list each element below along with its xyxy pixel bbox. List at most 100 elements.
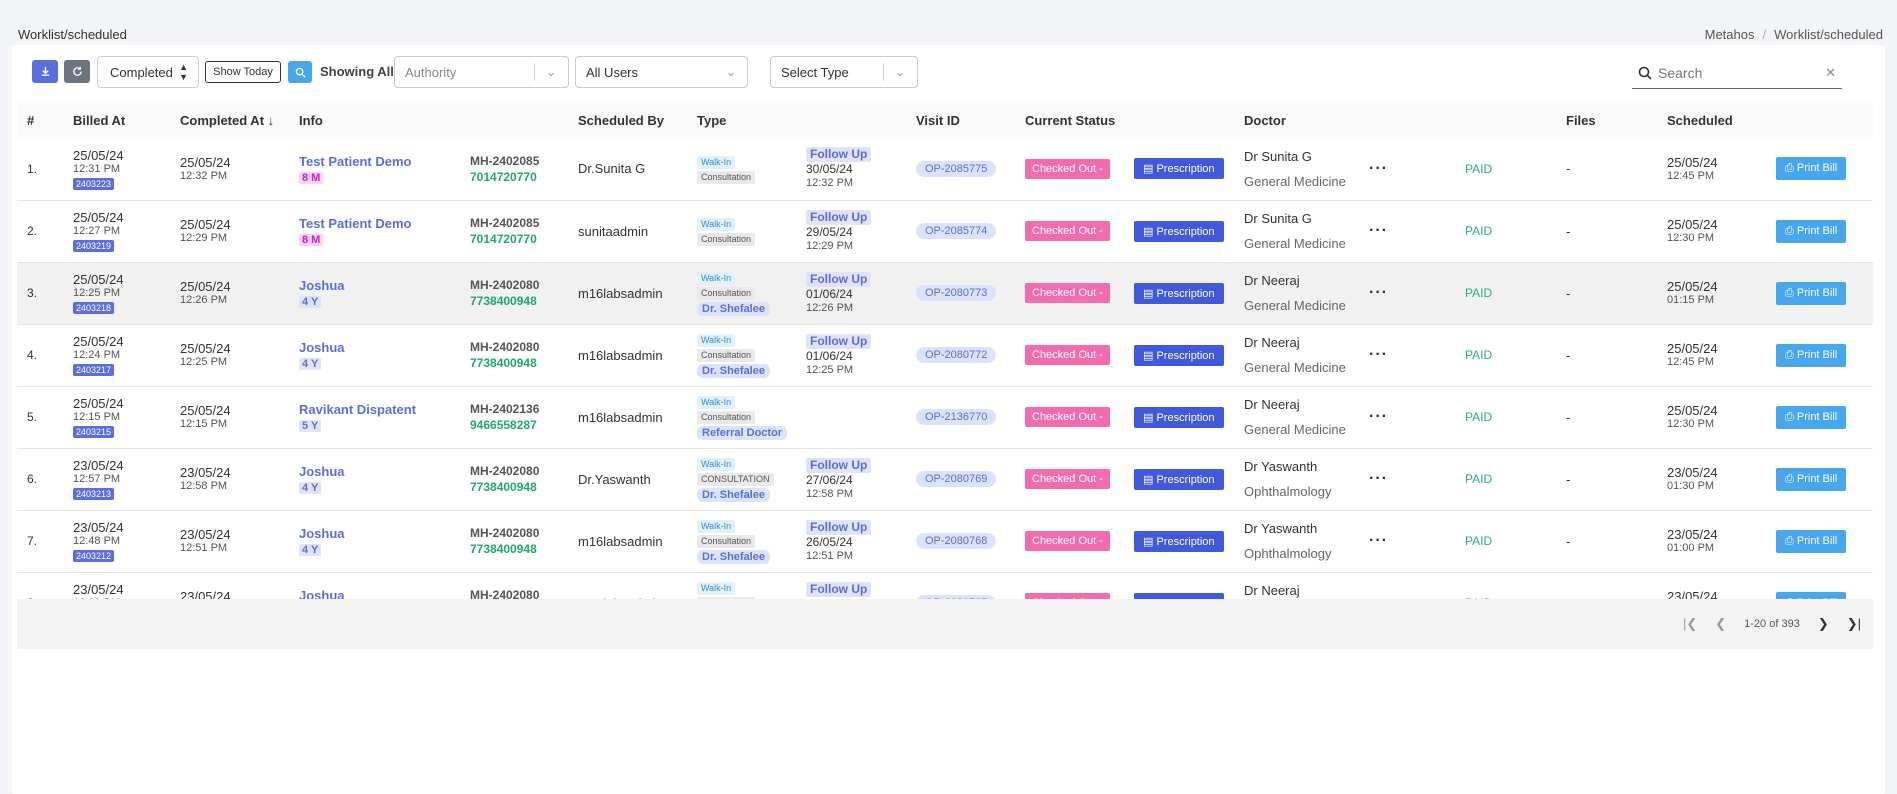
prescription-cell: ▤ Prescription (1124, 510, 1234, 572)
prescription-button[interactable]: ▤ Prescription (1134, 220, 1224, 242)
bill-id-badge[interactable]: 2403218 (73, 302, 115, 314)
files-value: - (1566, 409, 1571, 425)
checked-out-status-button[interactable]: Checked Out - (1025, 283, 1110, 303)
prescription-button[interactable]: ▤ Prescription (1134, 282, 1224, 304)
bill-id-badge[interactable]: 2403217 (73, 364, 115, 376)
bill-id-badge[interactable]: 2403219 (73, 240, 115, 252)
users-dropdown[interactable]: All Users ⌄ (575, 56, 748, 88)
table-row[interactable]: 5. 25/05/24 12:15 PM 2403215 25/05/24 12… (17, 386, 1873, 448)
print-bill-button[interactable]: ⎙ Print Bill (1776, 281, 1847, 305)
authority-dropdown[interactable]: Authority ⌄ (394, 56, 569, 88)
checked-out-status-button[interactable]: Checked Out - (1025, 407, 1110, 427)
patient-name-link[interactable]: Joshua (299, 464, 345, 479)
ellipsis-icon[interactable]: ··· (1369, 346, 1388, 363)
ellipsis-icon[interactable]: ··· (1369, 284, 1388, 301)
prescription-label: Prescription (1156, 349, 1215, 362)
patient-name-link[interactable]: Test Patient Demo (299, 153, 412, 169)
checked-out-status-button[interactable]: Checked Out - (1025, 531, 1110, 551)
table-row[interactable]: 4. 25/05/24 12:24 PM 2403217 25/05/24 12… (17, 324, 1873, 386)
files-value: - (1566, 223, 1571, 239)
ellipsis-icon[interactable]: ··· (1369, 532, 1388, 549)
doctor-cell: Dr Sunita G General Medicine (1234, 200, 1359, 262)
next-page-icon[interactable]: ❯ (1817, 616, 1829, 631)
print-bill-button[interactable]: ⎙ Print Bill (1776, 405, 1847, 429)
patient-name-link[interactable]: Ravikant Dispatent (299, 402, 417, 417)
visit-id-badge[interactable]: OP-2080768 (916, 533, 997, 549)
print-bill-label: Print Bill (1796, 410, 1838, 423)
type-dropdown[interactable]: Select Type ⌄ (770, 56, 918, 88)
checked-out-status-button[interactable]: Checked Out - (1025, 221, 1110, 241)
status-cell: Checked Out - (1015, 510, 1124, 572)
phone-number: 7738400948 (470, 542, 537, 556)
ellipsis-icon[interactable]: ··· (1369, 222, 1388, 239)
col-header-completed-at[interactable]: Completed At ↓ (170, 102, 289, 138)
search-button[interactable] (288, 61, 312, 83)
checked-out-status-button[interactable]: Checked Out - (1025, 158, 1110, 179)
table-row[interactable]: 2. 25/05/24 12:27 PM 2403219 25/05/24 12… (17, 200, 1873, 262)
print-bill-button[interactable]: ⎙ Print Bill (1776, 343, 1847, 367)
bill-id-badge[interactable]: 2403213 (73, 488, 115, 500)
status-select[interactable]: Completed ▲ ▼ (97, 56, 199, 88)
walk-in-tag: Walk-In (697, 396, 736, 409)
chevron-down-icon: ⌄ (546, 65, 557, 79)
patient-name-link[interactable]: Joshua (299, 340, 345, 355)
download-button[interactable] (32, 60, 58, 83)
visit-id-badge[interactable]: OP-2080772 (916, 347, 997, 363)
row-number: 5. (27, 410, 38, 424)
checked-out-status-button[interactable]: Checked Out - (1025, 469, 1110, 489)
prescription-button[interactable]: ▤ Prescription (1134, 158, 1224, 180)
visit-id-badge[interactable]: OP-2080769 (916, 471, 997, 487)
phone-number: 7738400948 (470, 356, 537, 370)
bill-id-badge[interactable]: 2403215 (73, 426, 115, 438)
visit-id-badge[interactable]: OP-2080773 (916, 285, 997, 301)
doctor-specialty: Ophthalmology (1244, 484, 1332, 499)
show-today-button[interactable]: Show Today (205, 61, 281, 83)
scheduled-date: 23/05/24 (1667, 465, 1718, 480)
prescription-button[interactable]: ▤ Prescription (1134, 344, 1224, 366)
breadcrumb: Metahos / Worklist/scheduled (1705, 27, 1883, 42)
patient-name-link[interactable]: Test Patient Demo (299, 216, 412, 231)
ellipsis-icon[interactable]: ··· (1369, 408, 1388, 425)
files-cell: - (1556, 262, 1657, 324)
table-row[interactable]: 3. 25/05/24 12:25 PM 2403218 25/05/24 12… (17, 262, 1873, 324)
last-page-icon[interactable]: ❯| (1846, 616, 1861, 631)
table-row[interactable]: 6. 23/05/24 12:57 PM 2403213 23/05/24 12… (17, 448, 1873, 510)
status-cell: Checked Out - (1015, 386, 1124, 448)
prescription-button[interactable]: ▤ Prescription (1134, 468, 1224, 490)
visit-id-badge[interactable]: OP-2136770 (916, 409, 997, 425)
table-row[interactable]: 7. 23/05/24 12:48 PM 2403212 23/05/24 12… (17, 510, 1873, 572)
search-input[interactable] (1658, 64, 1818, 81)
pagination: |❮ ❮ 1-20 of 393 ❯ ❯| (1683, 616, 1861, 632)
billed-time: 12:31 PM (73, 162, 121, 175)
visit-id-badge[interactable]: OP-2085774 (916, 223, 997, 239)
ellipsis-icon[interactable]: ··· (1369, 470, 1388, 487)
print-bill-button[interactable]: ⎙ Print Bill (1776, 529, 1847, 553)
bill-id-badge[interactable]: 2403212 (73, 550, 115, 562)
print-bill-button[interactable]: ⎙ Print Bill (1776, 219, 1847, 243)
ellipsis-icon[interactable]: ··· (1369, 159, 1388, 177)
billed-time: 12:24 PM (73, 349, 121, 361)
table-row[interactable]: 1. 25/05/24 12:31 PM 2403223 25/05/24 12… (17, 138, 1873, 200)
checked-out-status-button[interactable]: Checked Out - (1025, 345, 1110, 365)
prescription-button[interactable]: ▤ Prescription (1134, 406, 1224, 428)
prescription-button[interactable]: ▤ Prescription (1134, 530, 1224, 552)
print-bill-button[interactable]: ⎙ Print Bill (1776, 467, 1847, 491)
table-footer: |❮ ❮ 1-20 of 393 ❯ ❯| (17, 599, 1873, 649)
visit-id-badge[interactable]: OP-2085775 (916, 160, 997, 177)
breadcrumb-root[interactable]: Metahos (1704, 27, 1755, 42)
status-select-value: Completed (110, 64, 173, 80)
patient-ids-cell: MH-2402080 7738400948 (460, 262, 568, 324)
prev-page-icon[interactable]: ❮ (1715, 616, 1727, 631)
print-bill-button[interactable]: ⎙ Print Bill (1776, 157, 1847, 181)
scheduled-cell: 23/05/24 01:00 PM (1657, 510, 1766, 572)
doctor-name: Dr Sunita G (1244, 148, 1312, 164)
document-icon: ▤ (1143, 411, 1154, 424)
patient-name-link[interactable]: Joshua (299, 526, 345, 541)
first-page-icon[interactable]: |❮ (1682, 616, 1698, 631)
patient-name-link[interactable]: Joshua (299, 278, 345, 293)
doctor-specialty: General Medicine (1244, 236, 1346, 251)
close-icon[interactable]: ✕ (1825, 65, 1836, 80)
refresh-button[interactable] (64, 60, 90, 83)
bill-id-badge[interactable]: 2403223 (73, 177, 115, 190)
col-header-billed-at[interactable]: Billed At (63, 102, 170, 138)
